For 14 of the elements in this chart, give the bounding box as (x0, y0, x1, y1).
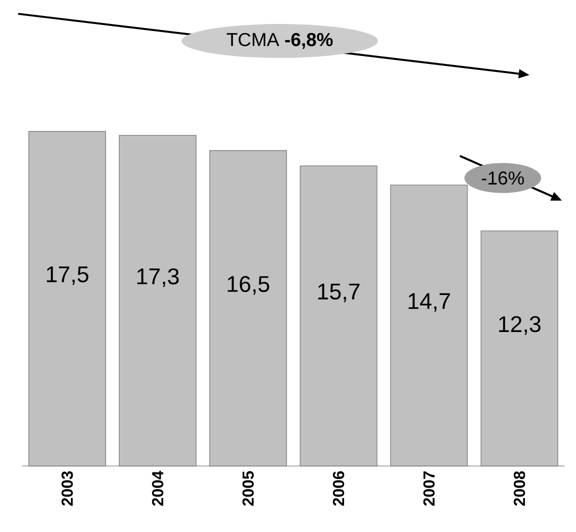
data-label: 15,7 (318, 284, 360, 302)
x-tick-label: 2005 (242, 471, 254, 506)
data-label: 17,5 (46, 266, 88, 286)
x-tick-label: 2007 (423, 471, 435, 506)
x-tick-label: 2003 (62, 471, 73, 506)
x-tick-label: 2004 (152, 470, 164, 506)
x-tick-label: 2006 (332, 471, 344, 506)
annotation: -16% (482, 171, 524, 185)
data-label: 16,5 (228, 276, 270, 295)
text: TCMA -6,8% (226, 32, 333, 49)
data-label: 17,3 (137, 268, 179, 288)
data-label: 14,7 (408, 293, 450, 312)
data-label: 12,3 (499, 316, 540, 335)
x-tick-label: 2008 (514, 471, 526, 506)
